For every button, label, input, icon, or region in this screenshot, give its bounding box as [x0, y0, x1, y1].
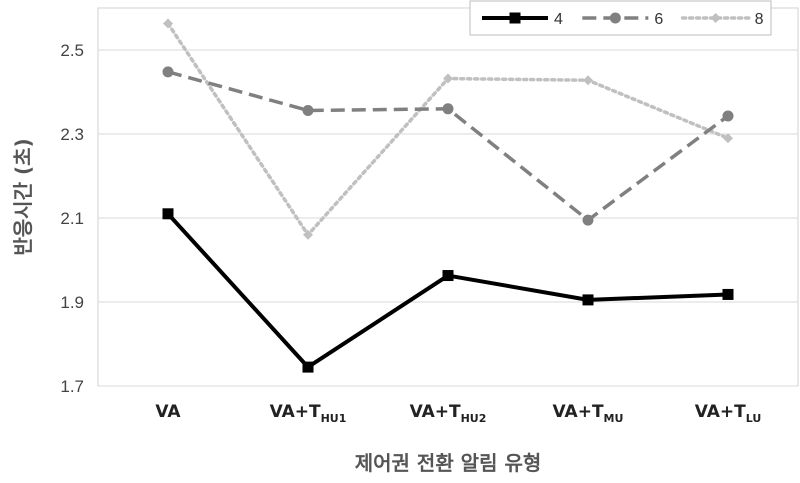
- data-point-8: [723, 133, 733, 144]
- x-tick-label-sub: HU2: [461, 412, 487, 425]
- x-axis-ticks: VA VA+THU1 VA+THU2 VA+TMU VA+TLU: [155, 402, 761, 425]
- data-point-6: [722, 110, 734, 122]
- series-line-8: [166, 21, 730, 237]
- series-line-6: [167, 70, 730, 222]
- data-point-4: [162, 208, 174, 220]
- data-point-4: [302, 361, 314, 373]
- x-tick-label-main: VA+T: [553, 402, 604, 422]
- series-line-4: [166, 212, 729, 370]
- x-tick-label: VA+TLU: [695, 402, 762, 425]
- data-point-8: [303, 229, 313, 240]
- series-8: [163, 18, 733, 240]
- x-tick-label: VA: [155, 402, 181, 422]
- data-point-4: [442, 270, 454, 282]
- data-point-6: [582, 214, 594, 226]
- data-point-6: [302, 104, 314, 116]
- legend-marker-8: [710, 13, 721, 23]
- gridlines: [97, 7, 799, 387]
- x-tick-label: VA+THU2: [410, 402, 487, 425]
- x-tick-label-main: VA: [155, 402, 181, 422]
- y-tick-label: 1.7: [60, 377, 84, 396]
- x-tick-label-sub: MU: [604, 412, 624, 425]
- data-point-4: [722, 288, 734, 300]
- series-group: [162, 18, 734, 373]
- legend-label-6: 6: [654, 11, 663, 28]
- series-4: [162, 208, 734, 373]
- x-tick-label-sub: LU: [746, 412, 762, 425]
- y-axis-title: 반응시간 (초): [11, 138, 35, 255]
- data-point-8: [583, 75, 593, 86]
- x-axis-title: 제어권 전환 알림 유형: [355, 451, 542, 475]
- x-tick-label-sub: HU1: [321, 412, 347, 425]
- x-tick-label: VA+THU1: [270, 402, 347, 425]
- legend-marker-4: [509, 12, 521, 24]
- legend-label-4: 4: [554, 11, 563, 28]
- y-tick-label: 2.3: [60, 125, 84, 144]
- data-point-6: [162, 66, 174, 78]
- x-tick-label-main: VA+T: [270, 402, 321, 422]
- data-point-6: [442, 103, 454, 115]
- data-point-8: [163, 18, 173, 29]
- y-tick-label: 2.5: [60, 41, 84, 60]
- series-6: [162, 66, 734, 226]
- legend-marker-6: [609, 12, 621, 24]
- x-tick-label: VA+TMU: [553, 402, 624, 425]
- data-point-8: [443, 73, 453, 84]
- y-axis-ticks: 1.7 1.9 2.1 2.3 2.5: [60, 41, 84, 396]
- legend-label-8: 8: [755, 11, 764, 28]
- x-tick-label-main: VA+T: [410, 402, 461, 422]
- x-tick-label-main: VA+T: [695, 402, 746, 422]
- y-tick-label: 1.9: [60, 293, 84, 312]
- plot-frame: [97, 7, 799, 387]
- legend: 4 6 8: [469, 0, 772, 36]
- y-tick-label: 2.1: [60, 209, 84, 228]
- data-point-4: [582, 294, 594, 306]
